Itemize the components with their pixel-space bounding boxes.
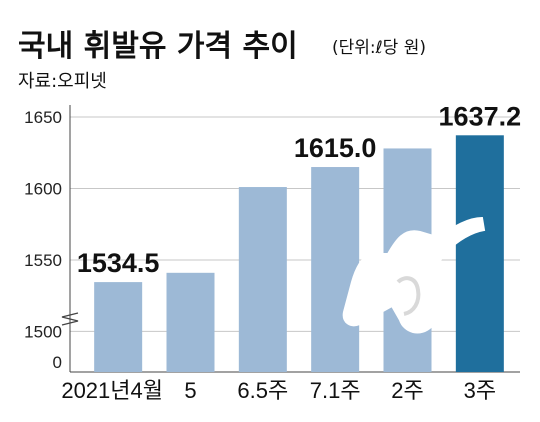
data-label: 1637.2	[439, 101, 522, 131]
bar-5	[455, 135, 504, 372]
data-label: 1534.5	[77, 248, 160, 278]
x-tick-label: 2주	[391, 378, 423, 403]
unit-label: (단위:ℓ당 원)	[332, 38, 426, 58]
bar-0	[94, 282, 143, 372]
y-tick-label: 1500	[24, 322, 62, 341]
y-tick-label: 0	[53, 353, 62, 372]
bar-3	[311, 167, 360, 372]
x-tick-label: 2021년4월	[61, 378, 163, 403]
bars	[94, 135, 504, 372]
axis-break-mark	[61, 312, 79, 326]
bar-2	[238, 187, 287, 372]
y-tick-label: 1550	[24, 251, 62, 270]
x-tick-label: 3주	[464, 378, 496, 403]
data-labels: 1534.5 1615.0 1637.2	[77, 101, 521, 278]
chart-title: 국내 휘발유 가격 추이	[18, 29, 298, 64]
source-label: 자료:오피넷	[18, 71, 107, 92]
x-tick-label: 5	[184, 378, 196, 403]
x-tick-label: 7.1주	[310, 378, 361, 403]
y-tick-label: 1600	[24, 179, 62, 198]
x-axis-labels: 2021년4월 5 6.5주 7.1주 2주 3주	[61, 378, 496, 403]
x-tick-label: 6.5주	[237, 378, 288, 403]
gridlines	[70, 116, 520, 332]
fuel-nozzle-icon	[342, 216, 486, 334]
bar-1	[166, 272, 215, 372]
y-axis-ticks: 1650 1600 1550 1500 0	[24, 108, 62, 372]
data-label: 1615.0	[294, 133, 377, 163]
y-tick-label: 1650	[24, 108, 62, 127]
